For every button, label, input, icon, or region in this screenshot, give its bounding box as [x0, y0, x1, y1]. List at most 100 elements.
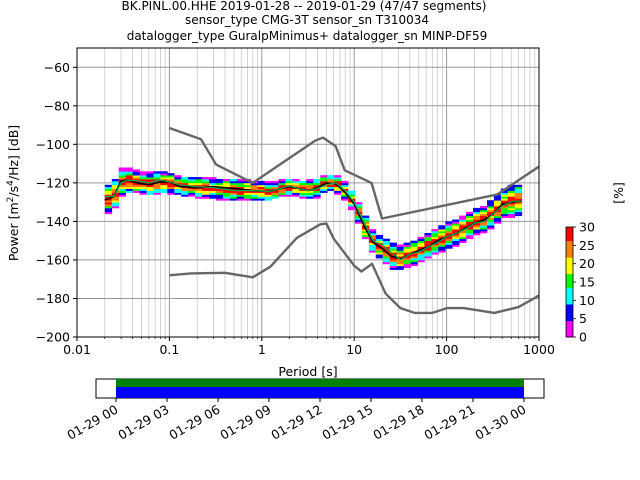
density-cell: [507, 206, 516, 209]
density-cell: [188, 177, 196, 180]
density-cell: [355, 207, 363, 211]
density-cell: [507, 198, 516, 201]
density-cell: [480, 213, 488, 216]
density-cell: [306, 186, 314, 189]
density-cell: [466, 233, 474, 236]
density-cell: [292, 194, 300, 197]
density-cell: [111, 186, 120, 189]
density-cell: [355, 202, 363, 205]
density-cell: [368, 242, 377, 245]
density-cell: [195, 182, 203, 186]
density-cell: [466, 213, 474, 216]
density-cell: [285, 186, 293, 189]
density-cell: [216, 196, 224, 199]
density-cell: [229, 179, 238, 182]
density-cell: [236, 179, 245, 182]
series-new-low-noise-model: [169, 222, 539, 315]
y-tick-label: −140: [36, 214, 70, 229]
density-cell: [264, 186, 272, 189]
density-cell: [146, 179, 154, 182]
density-cell: [410, 256, 418, 259]
density-cell: [438, 250, 446, 253]
density-cell: [327, 184, 335, 188]
density-cell: [153, 186, 161, 189]
colorbar-swatch: [566, 273, 573, 277]
density-cell: [146, 184, 154, 188]
colorbar-swatch: [566, 328, 573, 332]
density-cell: [361, 217, 370, 220]
density-cell: [250, 182, 258, 186]
density-cell: [431, 236, 439, 240]
density-cell: [243, 184, 252, 188]
density-cell: [480, 215, 488, 218]
density-cell: [368, 246, 377, 249]
density-cell: [111, 202, 120, 205]
density-cell: [236, 180, 245, 184]
density-cell: [514, 194, 523, 197]
density-cell: [417, 258, 425, 261]
density-cell: [160, 179, 168, 182]
colorbar-swatch: [566, 232, 573, 236]
density-cell: [375, 248, 384, 251]
density-cell: [229, 192, 238, 195]
density-cell: [410, 248, 418, 251]
density-cell: [132, 177, 140, 180]
density-cell: [445, 242, 453, 245]
density-cell: [348, 202, 356, 205]
density-cell: [257, 198, 265, 201]
density-cell: [375, 236, 384, 240]
density-cell: [104, 186, 113, 189]
density-cell: [146, 190, 154, 193]
density-cell: [111, 179, 120, 182]
density-cell: [299, 180, 307, 184]
density-cell: [167, 188, 175, 191]
colorbar-swatch: [566, 257, 573, 261]
density-cell: [160, 173, 168, 176]
density-cell: [438, 246, 446, 249]
density-cell: [327, 180, 335, 184]
density-cell: [473, 207, 481, 211]
density-cell: [473, 217, 481, 220]
density-cell: [487, 209, 495, 213]
density-cell: [153, 171, 161, 174]
density-cell: [466, 236, 474, 240]
colorbar-swatch: [566, 282, 573, 286]
density-cell: [473, 219, 481, 222]
density-cell: [438, 234, 446, 238]
density-cell: [313, 179, 321, 182]
density-cell: [410, 263, 418, 267]
density-cell: [459, 238, 467, 241]
density-cell: [202, 190, 210, 193]
density-cell: [480, 223, 488, 226]
density-cell: [216, 198, 224, 201]
density-cell: [431, 231, 439, 234]
density-cell: [292, 192, 300, 195]
density-cell: [375, 234, 384, 238]
density-cell: [431, 246, 439, 249]
density-cell: [306, 180, 314, 184]
density-cell: [396, 246, 404, 249]
density-cell: [403, 244, 411, 247]
density-cell: [243, 190, 252, 193]
density-cell: [431, 233, 439, 236]
density-cell: [216, 179, 224, 182]
density-cell: [424, 234, 432, 238]
density-cell: [271, 190, 279, 193]
density-cell: [459, 236, 467, 240]
density-cell: [500, 209, 509, 213]
density-cell: [139, 179, 147, 182]
density-cell: [118, 173, 126, 176]
density-cell: [181, 188, 189, 191]
density-cell: [389, 250, 397, 253]
density-cell: [480, 209, 488, 213]
density-cell: [202, 188, 210, 191]
density-cell: [174, 190, 182, 193]
density-cell: [181, 184, 189, 188]
density-cell: [417, 240, 425, 243]
colorbar-swatch: [566, 279, 573, 283]
density-cell: [146, 175, 154, 178]
density-cell: [507, 188, 516, 191]
colorbar-swatch: [566, 268, 573, 272]
density-cell: [431, 252, 439, 255]
density-cell: [403, 265, 411, 268]
